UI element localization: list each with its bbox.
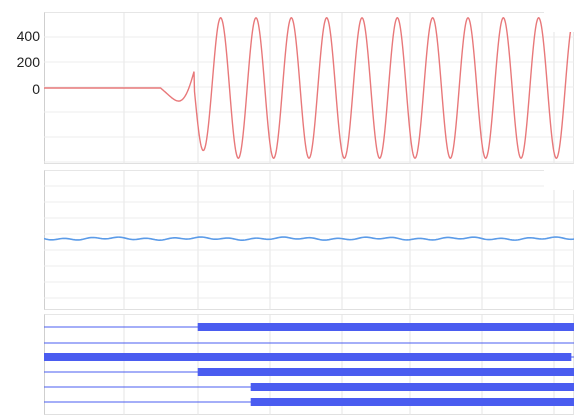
logic-channel-high-bar bbox=[197, 323, 574, 331]
signal-plot-canvas bbox=[44, 12, 574, 164]
signal-trace-line bbox=[44, 16, 574, 160]
flat-trace-grid bbox=[44, 170, 574, 310]
signal-plot-panel[interactable] bbox=[44, 12, 574, 164]
flat-trace-plot-canvas bbox=[44, 170, 574, 310]
logic-channels-panel[interactable] bbox=[44, 314, 574, 415]
logic-channel-high-bar bbox=[250, 383, 574, 391]
logic-channel-high-bar bbox=[44, 353, 572, 361]
logic-channel-high-bar bbox=[197, 368, 574, 376]
flat-trace-line bbox=[44, 236, 574, 242]
signal-grid bbox=[44, 12, 574, 164]
signal-plot-corner-box bbox=[544, 12, 574, 32]
flat-trace-plot-panel[interactable] bbox=[44, 170, 574, 310]
logic-channels-canvas bbox=[44, 314, 574, 415]
flat-trace-plot-frame bbox=[44, 170, 574, 310]
flat-trace-plot-corner-box bbox=[544, 170, 574, 190]
y-axis-label-400: 400 bbox=[16, 28, 40, 44]
logic-channel-high-bar bbox=[250, 398, 574, 406]
y-axis-label-0: 0 bbox=[32, 81, 40, 97]
y-axis-label-200: 200 bbox=[16, 54, 40, 70]
